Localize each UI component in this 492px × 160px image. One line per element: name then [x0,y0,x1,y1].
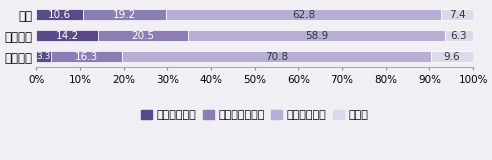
Bar [166,9,441,20]
Bar [36,51,51,62]
Text: 6.3: 6.3 [451,31,467,41]
Bar [122,51,431,62]
Text: 10.6: 10.6 [48,10,71,20]
Text: 9.6: 9.6 [444,52,461,62]
Text: 3.3: 3.3 [36,52,51,61]
Bar [36,30,98,41]
Bar [98,30,188,41]
Text: 19.2: 19.2 [113,10,136,20]
Text: 62.8: 62.8 [292,10,315,20]
Text: 70.8: 70.8 [265,52,288,62]
Legend: 何度もあった, １、２度あった, まったくない, 無回答: 何度もあった, １、２度あった, まったくない, 無回答 [136,105,373,124]
Bar [51,51,122,62]
Bar [188,30,445,41]
Bar [441,9,473,20]
Text: 20.5: 20.5 [131,31,154,41]
Bar [83,9,166,20]
Bar [36,9,83,20]
Bar [445,30,473,41]
Text: 58.9: 58.9 [305,31,328,41]
Text: 16.3: 16.3 [75,52,98,62]
Text: 7.4: 7.4 [449,10,465,20]
Text: 14.2: 14.2 [56,31,79,41]
Bar [431,51,473,62]
